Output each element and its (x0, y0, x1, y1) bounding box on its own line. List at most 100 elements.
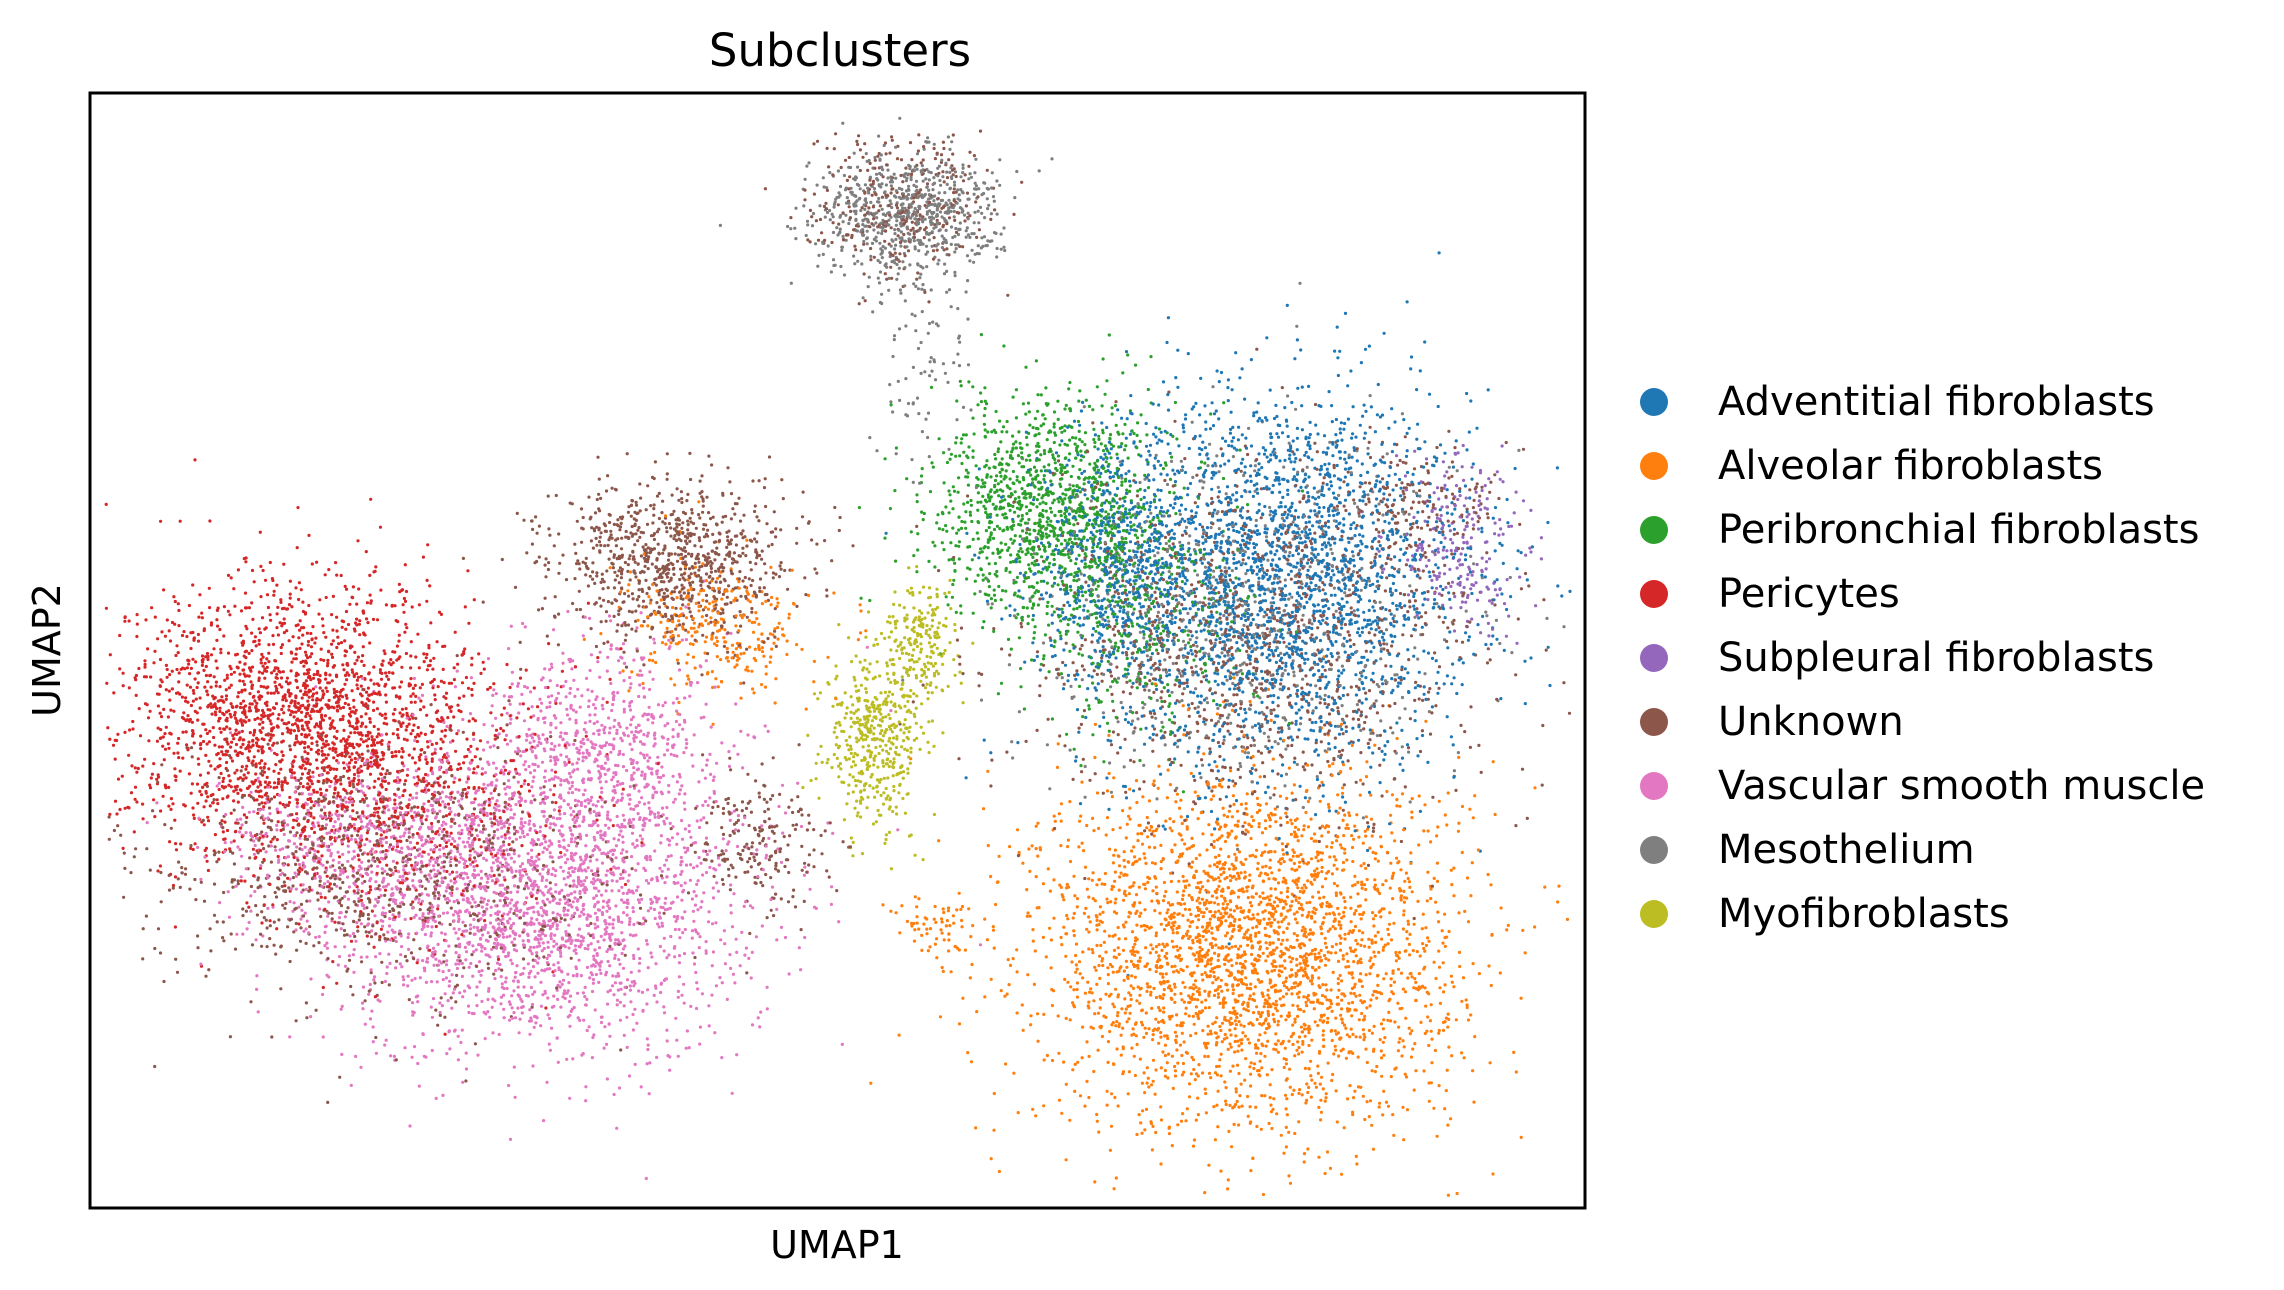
scatter-point (1328, 1005, 1332, 1009)
scatter-point (537, 524, 542, 528)
scatter-point (1136, 966, 1140, 970)
scatter-point (549, 759, 553, 763)
scatter-point (1399, 971, 1404, 975)
scatter-point (559, 1005, 563, 1009)
scatter-point (1149, 607, 1153, 611)
scatter-point (1485, 507, 1489, 511)
scatter-point (636, 947, 640, 951)
scatter-point (1069, 572, 1073, 577)
scatter-point (1229, 410, 1233, 414)
scatter-point (303, 750, 307, 754)
scatter-point (1418, 489, 1422, 493)
scatter-point (1127, 892, 1131, 896)
scatter-point (810, 215, 814, 219)
scatter-point (1307, 1024, 1311, 1028)
scatter-point (545, 897, 550, 901)
scatter-point (642, 619, 646, 624)
scatter-point (1231, 779, 1235, 783)
scatter-point (591, 546, 596, 550)
scatter-point (1399, 868, 1403, 872)
scatter-point (925, 682, 929, 686)
scatter-point (422, 810, 426, 814)
scatter-point (1476, 514, 1480, 518)
scatter-point (1206, 879, 1210, 883)
scatter-point (721, 837, 725, 841)
scatter-point (1313, 441, 1317, 445)
scatter-point (896, 828, 900, 832)
scatter-point (1386, 927, 1390, 932)
scatter-point (1193, 706, 1197, 710)
scatter-point (1155, 698, 1159, 703)
scatter-point (288, 959, 292, 964)
scatter-point (1399, 675, 1403, 680)
scatter-point (682, 952, 687, 956)
scatter-point (300, 908, 304, 912)
scatter-point (680, 819, 684, 823)
scatter-point (1289, 968, 1294, 972)
scatter-point (1324, 604, 1328, 608)
scatter-point (1386, 942, 1390, 946)
scatter-point (429, 931, 433, 935)
scatter-point (619, 851, 624, 855)
scatter-point (783, 811, 788, 815)
scatter-point (1149, 672, 1153, 676)
scatter-point (278, 801, 282, 805)
scatter-point (885, 265, 889, 269)
scatter-point (279, 651, 283, 656)
scatter-point (991, 195, 996, 199)
scatter-point (1219, 978, 1223, 982)
scatter-point (1249, 1169, 1253, 1173)
chart-title: Subclusters (709, 24, 971, 77)
scatter-point (621, 765, 626, 769)
scatter-point (700, 474, 704, 478)
scatter-point (1004, 606, 1008, 610)
scatter-point (260, 921, 264, 925)
scatter-point (733, 981, 737, 985)
scatter-point (921, 683, 925, 687)
scatter-point (721, 515, 725, 519)
scatter-point (347, 765, 351, 769)
scatter-point (1391, 601, 1395, 605)
scatter-point (797, 743, 801, 747)
scatter-point (1024, 505, 1028, 509)
scatter-point (456, 662, 460, 666)
scatter-point (1194, 856, 1198, 861)
scatter-point (1420, 729, 1424, 733)
scatter-point (438, 1013, 442, 1018)
scatter-point (1534, 604, 1538, 608)
scatter-point (901, 260, 905, 264)
scatter-point (599, 620, 603, 624)
scatter-point (631, 597, 635, 601)
scatter-point (918, 591, 922, 595)
scatter-point (420, 899, 424, 903)
scatter-point (845, 178, 850, 182)
scatter-point (1423, 551, 1427, 555)
scatter-point (542, 814, 546, 818)
scatter-point (1369, 998, 1373, 1002)
scatter-point (474, 828, 478, 832)
scatter-point (1320, 824, 1324, 828)
scatter-point (529, 690, 533, 694)
scatter-point (425, 713, 429, 717)
scatter-point (245, 927, 249, 931)
scatter-point (1269, 590, 1273, 594)
scatter-point (372, 785, 376, 789)
scatter-point (1274, 820, 1278, 824)
scatter-point (1341, 748, 1345, 752)
scatter-point (1294, 509, 1298, 513)
scatter-point (1342, 480, 1346, 484)
scatter-point (1226, 600, 1230, 604)
scatter-point (1314, 720, 1318, 725)
scatter-point (1435, 520, 1439, 524)
scatter-point (551, 911, 555, 915)
scatter-point (1454, 639, 1459, 643)
scatter-point (754, 611, 758, 615)
scatter-point (1136, 950, 1140, 954)
scatter-point (1303, 1027, 1307, 1031)
scatter-point (342, 933, 347, 937)
scatter-point (699, 861, 703, 865)
scatter-point (1189, 946, 1193, 950)
scatter-point (1304, 674, 1308, 678)
scatter-point (1323, 521, 1328, 525)
scatter-point (1025, 914, 1029, 918)
